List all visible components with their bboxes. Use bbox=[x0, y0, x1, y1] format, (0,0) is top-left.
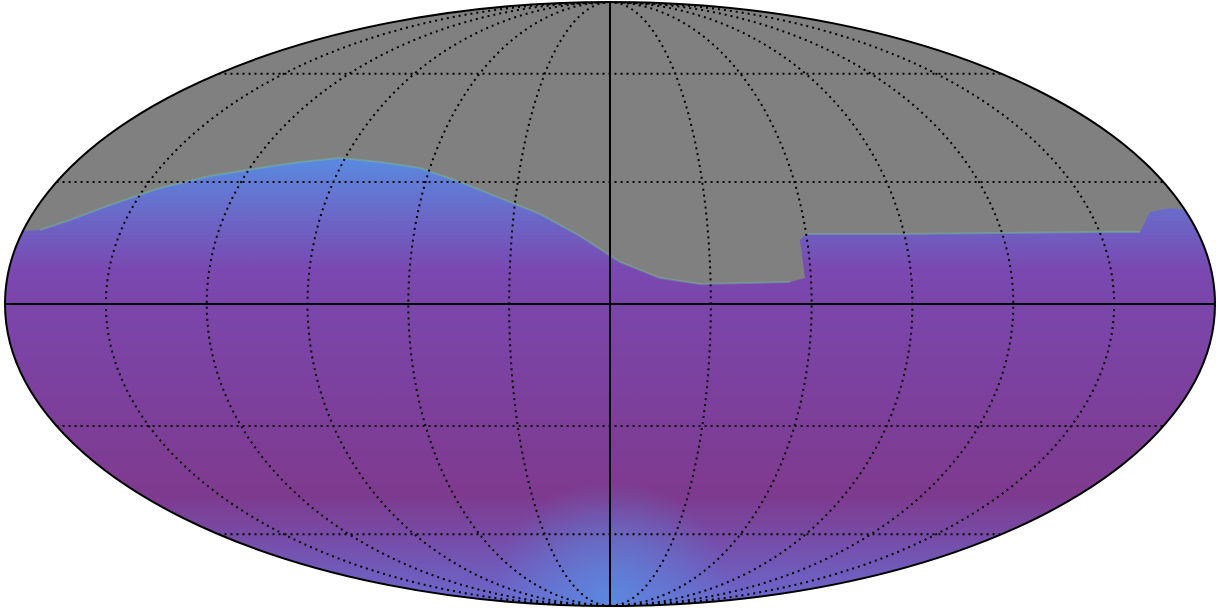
map-outline bbox=[4, 1, 1216, 607]
axes bbox=[5, 2, 1215, 606]
data-edge-highlight bbox=[39, 156, 1140, 286]
